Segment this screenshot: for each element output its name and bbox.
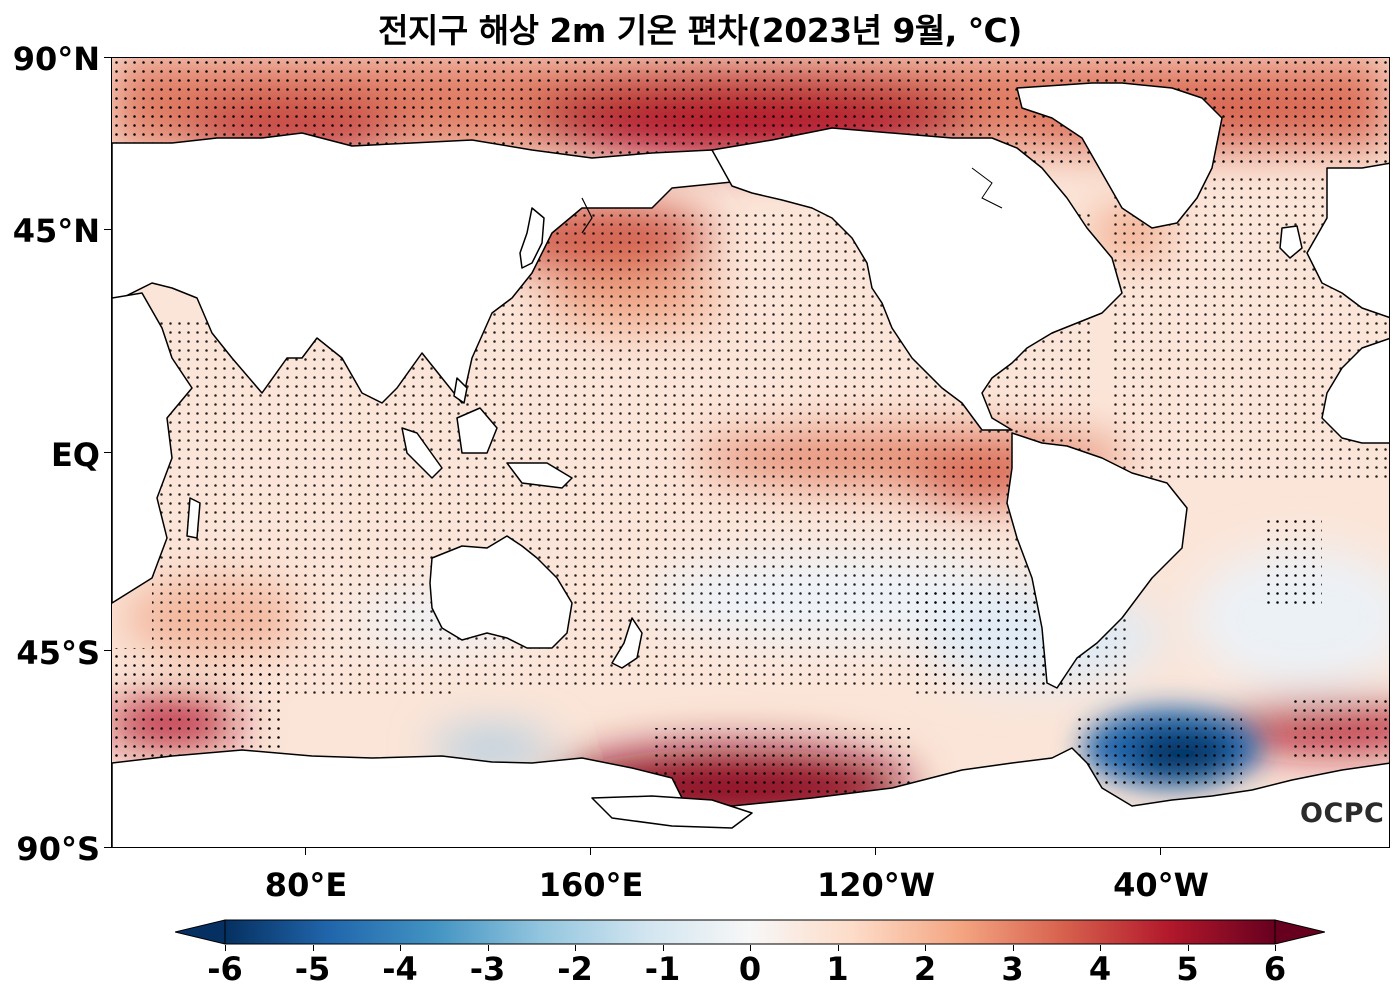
lon-tick-40w — [1160, 848, 1161, 855]
borneo — [456, 407, 498, 454]
colorbar-tick-mark — [225, 945, 226, 951]
madagascar — [186, 497, 201, 539]
colorbar-tick-label: -5 — [294, 950, 331, 988]
lat-tick-eq — [104, 452, 111, 453]
japan — [519, 207, 545, 269]
africa — [112, 292, 193, 604]
colorbar-tick-label: -4 — [382, 950, 418, 988]
greenland — [1016, 82, 1223, 229]
land — [112, 82, 1389, 847]
colorbar-tick-mark — [400, 945, 401, 951]
south-america — [1006, 432, 1188, 689]
colorbar-tick-mark — [837, 945, 839, 951]
north-america — [711, 127, 1123, 431]
colorbar-gradient — [224, 919, 1276, 945]
colorbar-tick-label: -2 — [557, 950, 593, 988]
map-title: 전지구 해상 2m 기온 편차(2023년 9월, ℃) — [378, 11, 1022, 50]
sumatra — [401, 427, 443, 479]
great-britain — [1279, 225, 1303, 259]
colorbar-tick-label: 5 — [1176, 950, 1199, 988]
antarctica — [112, 747, 1389, 847]
colorbar-tick-mark — [1187, 945, 1189, 951]
europe-east — [1306, 162, 1389, 319]
lon-tick-120w — [875, 848, 876, 855]
colorbar-tick-mark — [487, 945, 489, 951]
colorbar — [175, 919, 1325, 945]
lon-label-120w: 120°W — [816, 866, 936, 904]
eurasia — [112, 132, 773, 404]
australia — [429, 535, 573, 649]
anomaly-map: OCPC — [111, 57, 1390, 848]
colorbar-tick-mark — [1100, 945, 1101, 951]
lon-label-160e: 160°E — [538, 866, 644, 904]
colorbar-tick-label: -6 — [207, 950, 243, 988]
colorbar-tick-mark — [925, 945, 926, 951]
lat-tick-45s — [104, 650, 111, 651]
lat-label-90n: 90°N — [12, 40, 100, 78]
colorbar-tick-label: 0 — [738, 950, 762, 988]
colorbar-extend-min — [175, 919, 226, 945]
ocpc-logo: OCPC — [1300, 798, 1385, 829]
colorbar-tick-label: -1 — [644, 950, 681, 988]
colorbar-tick-label: 1 — [826, 950, 849, 988]
lat-label-eq: EQ — [50, 436, 100, 474]
lon-tick-80e — [305, 848, 306, 855]
lon-label-80e: 80°E — [264, 866, 348, 904]
africa-west-bulge — [1321, 337, 1389, 444]
lat-label-45s: 45°S — [16, 634, 100, 672]
new-zealand — [611, 617, 643, 669]
lat-label-45n: 45°N — [12, 212, 100, 250]
colorbar-tick-label: 4 — [1088, 950, 1112, 988]
lat-tick-90s — [104, 847, 111, 848]
ross-ice-shelf — [591, 795, 753, 829]
colorbar-tick-mark — [312, 945, 314, 951]
colorbar-tick-mark — [1012, 945, 1014, 951]
colorbar-tick-mark — [1275, 945, 1276, 951]
colorbar-tick-mark — [662, 945, 664, 951]
map-svg — [112, 58, 1389, 847]
colorbar-extend-max — [1274, 919, 1325, 945]
colorbar-tick-label: 3 — [1001, 950, 1024, 988]
new-guinea — [506, 462, 573, 489]
lat-label-90s: 90°S — [16, 830, 100, 868]
lon-tick-160e — [590, 848, 591, 855]
colorbar-tick-label: -3 — [469, 950, 506, 988]
colorbar-tick-mark — [575, 945, 576, 951]
lat-tick-45n — [104, 229, 111, 230]
colorbar-tick-label: 6 — [1263, 950, 1287, 988]
colorbar-tick-mark — [750, 945, 751, 951]
lat-tick-90n — [104, 57, 111, 58]
philippines — [453, 377, 468, 404]
colorbar-tick-label: 2 — [913, 950, 937, 988]
lon-label-40w: 40°W — [1113, 866, 1209, 904]
